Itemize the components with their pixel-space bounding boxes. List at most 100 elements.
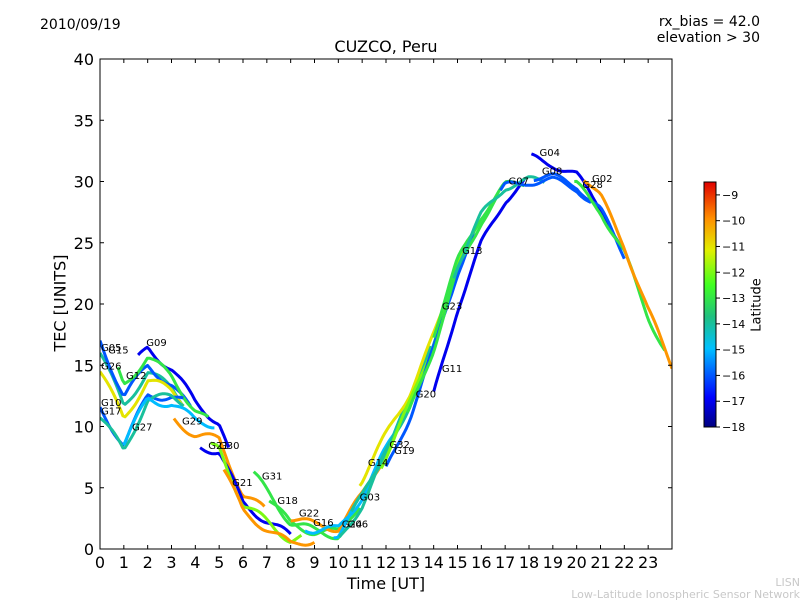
x-tick-label: 21 <box>590 553 610 572</box>
tec-trace-g12 <box>116 356 210 419</box>
rx-info: rx_bias = 42.0 elevation > 30 <box>657 14 760 46</box>
tec-trace-g30 <box>210 441 303 544</box>
x-tick-label: 16 <box>471 553 491 572</box>
satellite-label: G19 <box>394 446 414 457</box>
x-tick-label: 8 <box>286 553 296 572</box>
colorbar-tick-label: −16 <box>722 369 745 382</box>
tec-trace-g21 <box>222 468 316 547</box>
satellite-label: G16 <box>313 518 333 529</box>
colorbar <box>703 181 717 428</box>
x-tick-label: 14 <box>423 553 443 572</box>
satellite-label: G26 <box>101 361 121 372</box>
satellite-label: G28 <box>582 180 602 191</box>
y-tick-label: 10 <box>74 418 94 437</box>
tec-trace-g13 <box>452 175 546 279</box>
plot-frame <box>99 58 673 550</box>
colorbar-tick-label: −10 <box>722 215 745 228</box>
satellite-label: G30 <box>219 441 239 452</box>
satellite-label: G03 <box>360 492 380 503</box>
x-tick-label: 0 <box>95 553 105 572</box>
colorbar-ticks: −9 −10 −11 −12 −13 −14 −15 −16 −17 −18 <box>716 189 745 434</box>
tec-trace-g19 <box>384 223 479 468</box>
satellite-label: G10 <box>101 398 121 409</box>
x-tick-label: 17 <box>495 553 515 572</box>
chart-title: CUZCO, Peru <box>334 37 438 56</box>
colorbar-tick-label: −9 <box>722 189 738 202</box>
x-tick-label: 23 <box>638 553 658 572</box>
date-label: 2010/09/19 <box>40 17 121 33</box>
satellite-label: G07 <box>509 176 529 187</box>
y-tick-label: 0 <box>84 540 94 559</box>
tec-trace-g23 <box>432 179 525 339</box>
rx-bias-label: rx_bias = 42.0 <box>658 14 760 30</box>
x-tick-label: 13 <box>400 553 420 572</box>
x-tick-label: 2 <box>143 553 153 572</box>
tec-trace-g27 <box>122 396 215 446</box>
satellite-label: G18 <box>277 496 297 507</box>
tec-curves <box>100 152 672 547</box>
satellite-label: G21 <box>208 441 228 452</box>
lisn-watermark: LISN <box>775 576 800 589</box>
x-tick-label: 7 <box>262 553 272 572</box>
satellite-label: G22 <box>299 508 319 519</box>
satellite-label: G29 <box>182 417 202 428</box>
satellite-label: G24 <box>342 519 362 530</box>
x-tick-label: 20 <box>566 553 586 572</box>
tec-trace-g17 <box>100 392 185 450</box>
y-tick-label: 25 <box>74 234 94 253</box>
y-tick-label: 30 <box>74 173 94 192</box>
x-tick-label: 9 <box>309 553 319 572</box>
lisn-network-watermark: Low-Latitude Ionospheric Sensor Network <box>571 588 800 601</box>
satellite-labels: G05G15G26G09G12G10G17G27G29G21G30G21G31G… <box>101 148 612 530</box>
x-tick-label: 18 <box>519 553 539 572</box>
satellite-label: G05 <box>101 343 121 354</box>
y-tick-label: 15 <box>74 356 94 375</box>
y-tick-label: 40 <box>74 50 94 69</box>
x-tick-label: 10 <box>328 553 348 572</box>
satellite-label: G15 <box>108 345 128 356</box>
y-tick-label: 35 <box>74 111 94 130</box>
tec-trace-g07 <box>499 175 592 204</box>
y-tick-label: 20 <box>74 295 94 314</box>
satellite-label: G23 <box>442 301 462 312</box>
colorbar-tick-label: −12 <box>722 266 745 279</box>
satellite-label: G04 <box>540 148 560 159</box>
satellite-label: G02 <box>592 174 612 185</box>
satellite-label: G08 <box>542 167 562 178</box>
x-tick-label: 6 <box>238 553 248 572</box>
satellite-label: G31 <box>262 472 282 483</box>
satellite-label: G12 <box>126 371 146 382</box>
x-tick-label: 3 <box>166 553 176 572</box>
x-tick-label: 19 <box>543 553 563 572</box>
x-tick-label: 12 <box>376 553 396 572</box>
satellite-label: G06 <box>348 519 368 530</box>
x-axis-label: Time [UT] <box>346 574 426 593</box>
tec-trace-g09 <box>137 345 231 449</box>
tec-trace-g29 <box>172 417 266 508</box>
colorbar-tick-label: −13 <box>722 292 745 305</box>
x-tick-label: 4 <box>190 553 200 572</box>
x-tick-label: 11 <box>352 553 372 572</box>
tec-trace-g28 <box>574 179 667 352</box>
tec-trace-g08 <box>533 172 626 260</box>
colorbar-tick-label: −18 <box>722 421 745 434</box>
tec-trace-g26 <box>100 370 185 419</box>
satellite-label: G09 <box>146 338 166 349</box>
tec-trace-g11 <box>432 178 526 392</box>
satellite-label: G21 <box>232 478 252 489</box>
elevation-label: elevation > 30 <box>656 30 760 46</box>
x-tick-label: 22 <box>614 553 634 572</box>
x-tick-label: 5 <box>214 553 224 572</box>
tec-trace-g15 <box>100 340 192 407</box>
satellite-label: G13 <box>462 246 482 257</box>
colorbar-tick-label: −14 <box>722 318 745 331</box>
x-tick-label: 1 <box>119 553 129 572</box>
colorbar-tick-label: −17 <box>722 395 745 408</box>
tec-trace-g31 <box>252 470 346 541</box>
x-tick-label: 15 <box>447 553 467 572</box>
y-tick-label: 5 <box>84 479 94 498</box>
satellite-label: G32 <box>389 440 409 451</box>
tec-trace-g21 <box>199 446 292 536</box>
tec-trace-g02 <box>582 179 672 370</box>
